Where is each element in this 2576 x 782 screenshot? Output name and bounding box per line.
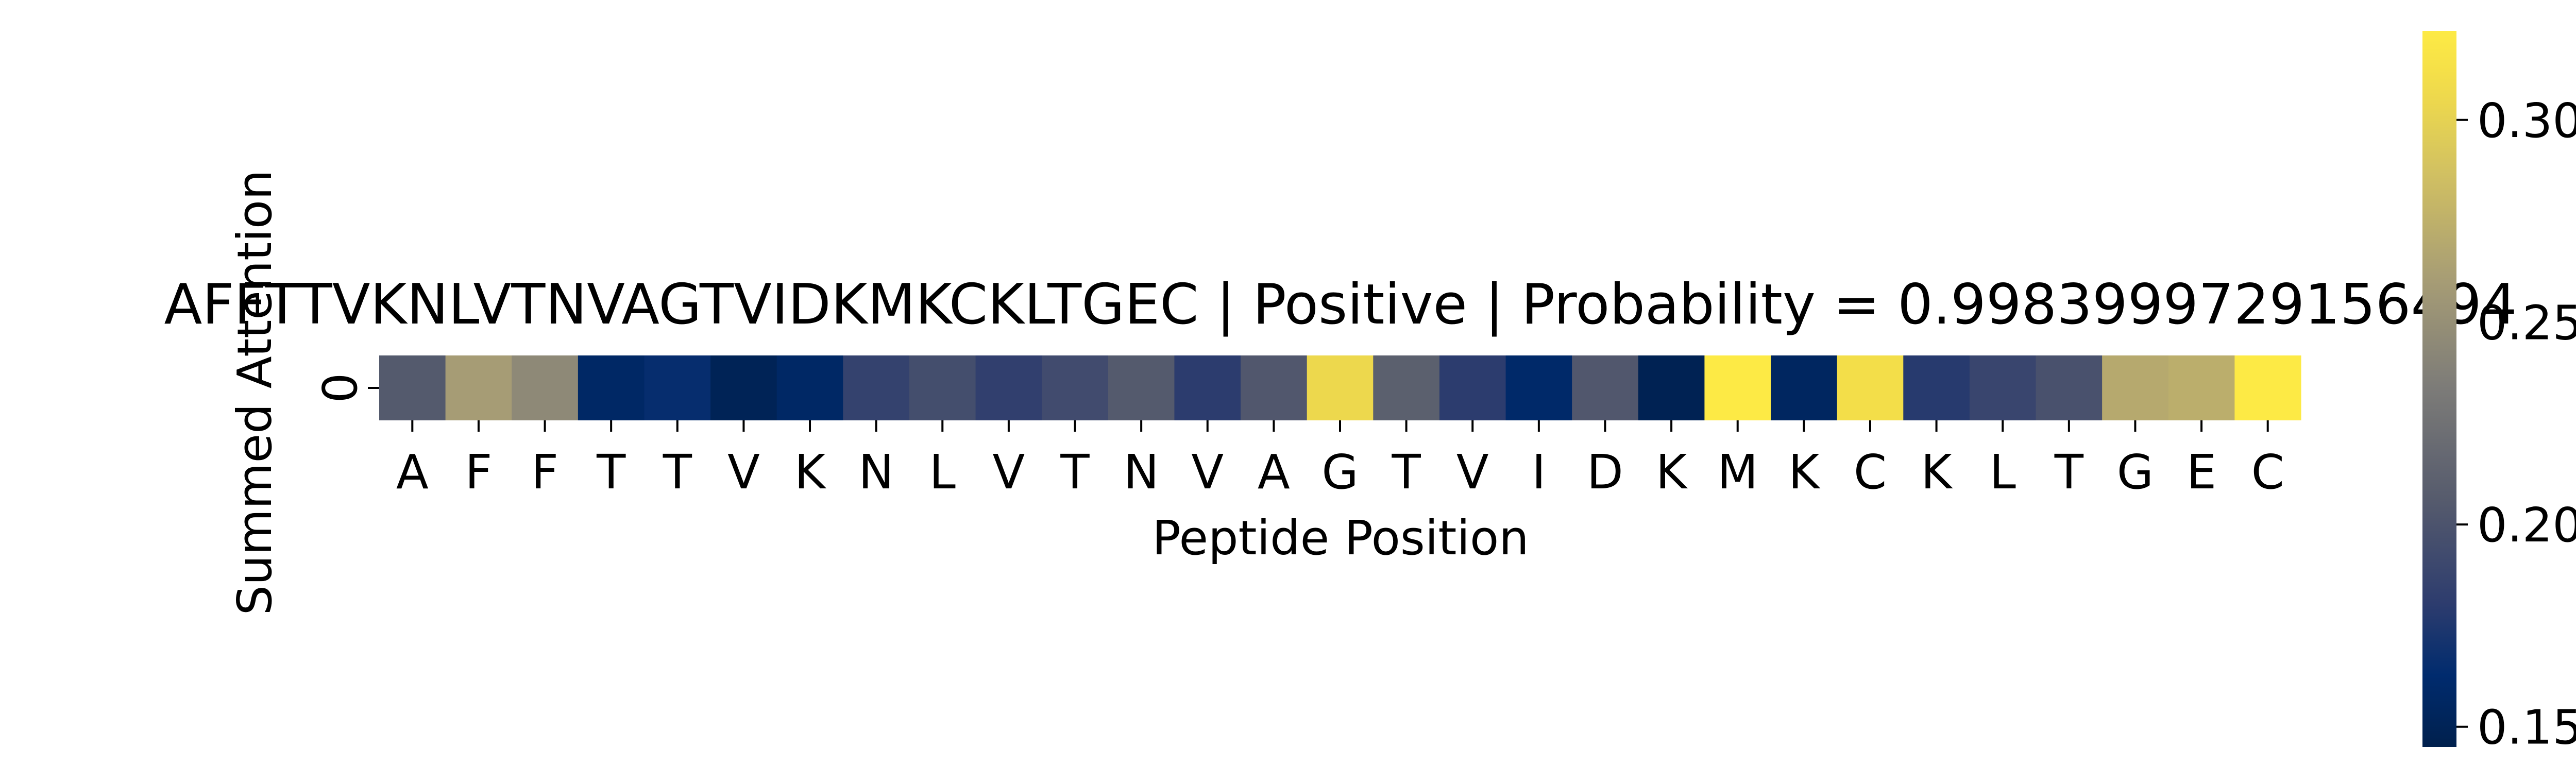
x-tick-label: D — [1587, 445, 1623, 500]
x-tick-label: V — [1191, 445, 1224, 500]
colorbar-tick-label: 0.30 — [2477, 93, 2576, 148]
x-tick-label: I — [1532, 445, 1546, 500]
x-tick-label: T — [2054, 445, 2084, 500]
x-tick-label: K — [794, 445, 827, 500]
x-tick-label: M — [1717, 445, 1758, 500]
heatmap-cell — [1042, 355, 1109, 420]
heatmap-cell — [445, 355, 512, 420]
x-tick-label: C — [1854, 445, 1887, 500]
heatmap-cell — [578, 355, 645, 420]
x-tick-label: K — [1788, 445, 1821, 500]
x-tick-label: F — [465, 445, 492, 500]
x-tick-label: A — [396, 445, 429, 500]
y-tick-group: 0 — [313, 373, 379, 403]
x-tick-label: K — [1656, 445, 1688, 500]
x-tick-label: G — [1321, 445, 1358, 500]
heatmap-cell — [379, 355, 446, 420]
x-tick-label: V — [992, 445, 1025, 500]
heatmap-cell — [1969, 355, 2037, 420]
x-tick-label: F — [531, 445, 558, 500]
x-tick-label: G — [2117, 445, 2154, 500]
heatmap-cell — [2168, 355, 2235, 420]
x-tick-label: T — [1060, 445, 1090, 500]
colorbar-tick-label: 0.25 — [2477, 295, 2576, 350]
x-tick-label: A — [1258, 445, 1290, 500]
colorbar-tick-label: 0.15 — [2477, 700, 2576, 755]
heatmap-cell — [1108, 355, 1175, 420]
x-tick-label: T — [663, 445, 692, 500]
heatmap-cell — [512, 355, 579, 420]
colorbar — [2422, 31, 2456, 747]
heatmap-cell — [1307, 355, 1374, 420]
x-tick-label: N — [1124, 445, 1159, 500]
chart-title: AFFTTVKNLVTNVAGTVIDKMKCKLTGEC | Positive… — [164, 273, 2517, 337]
x-tick-label: L — [929, 445, 956, 500]
x-tick-label: L — [1990, 445, 2016, 500]
x-tick-label: V — [727, 445, 760, 500]
heatmap-cell — [843, 355, 910, 420]
heatmap-cell — [2102, 355, 2169, 420]
heatmap-cell — [710, 355, 777, 420]
heatmap-cell — [1241, 355, 1308, 420]
y-axis-label: Summed Attention — [227, 170, 282, 616]
heatmap-cell — [644, 355, 711, 420]
heatmap-cell — [1174, 355, 1241, 420]
heatmap-cell — [1505, 355, 1572, 420]
heatmap-cell — [1572, 355, 1639, 420]
colorbar-tick-group: 0.15 0.20 0.25 0.30 — [2456, 93, 2576, 755]
heatmap-cell — [1771, 355, 1838, 420]
x-tick-label: V — [1456, 445, 1489, 500]
x-tick-label: E — [2187, 445, 2216, 500]
heatmap-cell — [776, 355, 843, 420]
colorbar-tick-label: 0.20 — [2477, 498, 2576, 553]
x-tick-label: C — [2251, 445, 2284, 500]
x-axis-label: Peptide Position — [1152, 511, 1529, 566]
heatmap-cell — [1837, 355, 1904, 420]
heatmap-cell — [2234, 355, 2301, 420]
heatmap-cell — [1439, 355, 1506, 420]
heatmap-cell — [1903, 355, 1970, 420]
heatmap-cell — [975, 355, 1042, 420]
x-tick-label: T — [596, 445, 626, 500]
x-tick-label: N — [858, 445, 894, 500]
y-tick-label: 0 — [313, 373, 368, 403]
heatmap-cell — [909, 355, 976, 420]
heatmap-cell — [1638, 355, 1705, 420]
x-tick-label: K — [1921, 445, 1953, 500]
heatmap-cell — [1704, 355, 1771, 420]
x-tick-label: T — [1392, 445, 1421, 500]
heatmap-cells — [379, 355, 2301, 420]
heatmap-cell — [2036, 355, 2103, 420]
heatmap-cell — [1373, 355, 1440, 420]
